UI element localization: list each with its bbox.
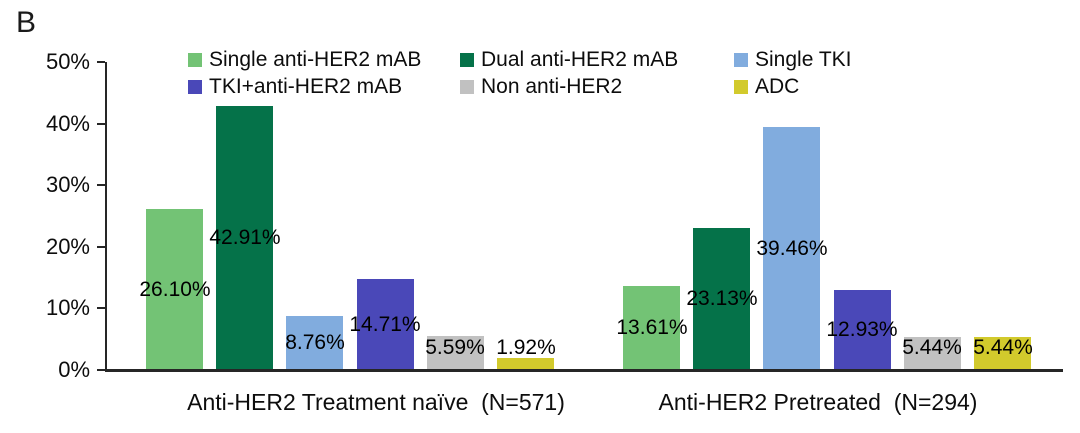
y-tick-label: 30% [45,172,90,198]
y-tick-mark [97,122,105,125]
bar [693,227,750,370]
bar-value-label: 8.76% [285,331,345,354]
bar [834,290,891,370]
legend-item-label: ADC [755,75,800,98]
y-tick-label: 50% [45,49,90,74]
y-tick-label: 20% [45,233,90,259]
y-tick-mark [97,369,105,371]
x-axis-line [105,369,1063,372]
y-tick-mark [97,245,105,248]
bar-value-label: 23.13% [686,286,758,310]
bar [623,286,680,370]
bar [357,279,414,370]
legend-item-1: Single anti-HER2 mAB [188,47,421,73]
bar [286,316,343,370]
bar [427,335,484,370]
legend-item-6: ADC [734,74,799,100]
bar-value-label: 12.93% [826,318,898,342]
bar-value-label: 5.59% [425,336,485,360]
legend-item-4: TKI+anti-HER2 mAB [188,74,402,100]
bar-value-label: 5.44% [973,336,1033,360]
bar-value-label: 1.92% [496,336,556,360]
bar-value-label: 14.71% [349,312,421,336]
legend-item-3: Single TKI [734,47,852,73]
y-tick-mark [97,307,105,310]
y-tick-mark [97,184,105,187]
bar-value-label: 42.91% [209,225,281,249]
bar-value-label: 39.46% [756,236,828,260]
legend-item-label: TKI+anti-HER2 mAB [209,75,403,98]
legend-swatch-icon [188,80,202,94]
category-label-pretreated: Anti-HER2 Pretreated (N=294) [658,389,978,415]
plot-area: 26.10% 42.91% 8.76% 14.71% 5.59% 1.92% 13.61% 2… [105,62,1057,370]
legend-item-5: Non anti-HER2 [460,74,622,100]
y-tick-label: 40% [45,110,90,136]
legend-item-label: Single TKI [755,48,852,71]
bar [146,209,203,370]
legend-swatch-icon [188,53,202,67]
legend-swatch-icon [460,80,474,94]
legend-item-label: Non anti-HER2 [481,75,623,98]
bar [974,336,1031,370]
panel-label: B [16,6,37,39]
legend-swatch-icon [734,80,748,94]
category-label-treatment-naive: Anti-HER2 Treatment naïve (N=571) [187,389,565,415]
legend-item-label: Single anti-HER2 mAB [209,48,422,71]
y-tick-label: 0% [58,357,90,382]
bar-value-label: 13.61% [616,316,688,340]
legend-item-2: Dual anti-HER2 mAB [460,47,678,73]
legend-item-label: Dual anti-HER2 mAB [481,48,679,71]
bar [763,126,820,370]
legend-swatch-icon [460,53,474,67]
y-tick-mark [97,61,105,63]
y-tick-label: 10% [45,295,90,321]
bar [497,358,554,370]
bar-value-label: 5.44% [902,336,962,360]
legend-swatch-icon [734,53,748,67]
bar [216,105,273,370]
bar [904,336,961,370]
bar-value-label: 26.10% [139,277,211,301]
